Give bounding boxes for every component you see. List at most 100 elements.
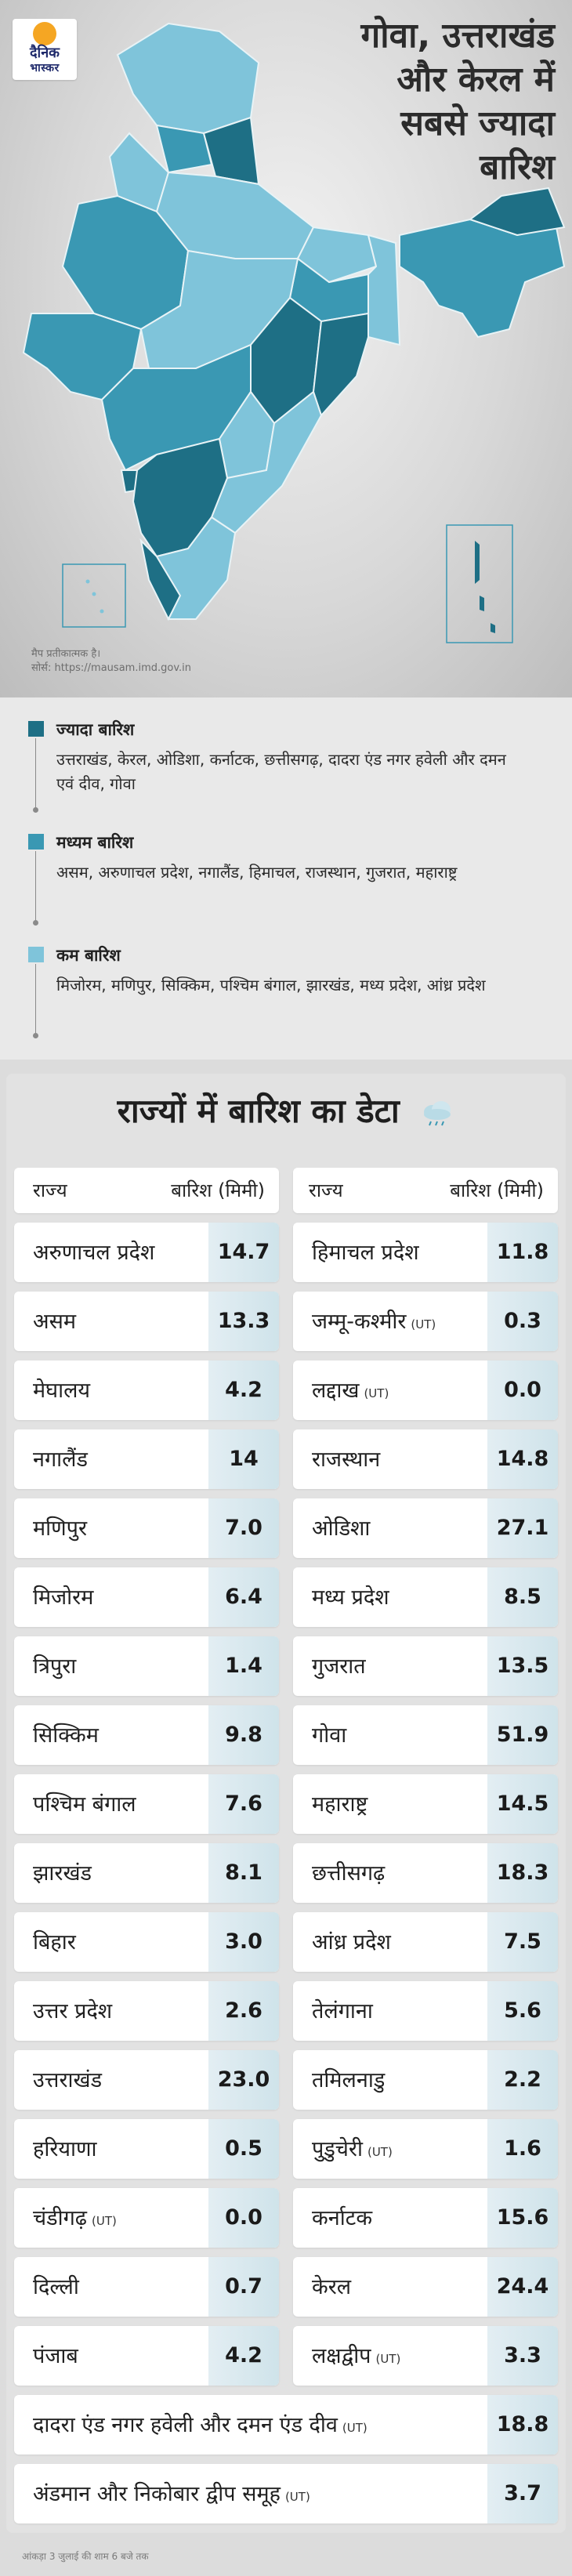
state-name-text: चंडीगढ़ — [33, 2206, 87, 2230]
map-region-bihar — [296, 226, 378, 284]
state-name: लद्दाख (UT) — [312, 1378, 389, 1407]
map-inset-andaman — [446, 524, 513, 643]
table-row: आंध्र प्रदेश 7.5 — [293, 1912, 558, 1972]
state-name: गोवा — [312, 1723, 346, 1749]
rainfall-value: 9.8 — [208, 1705, 279, 1765]
state-name: बिहार — [33, 1929, 76, 1956]
rainfall-value: 7.0 — [208, 1498, 279, 1558]
rainfall-value: 0.7 — [208, 2257, 279, 2317]
state-name-text: महाराष्ट्र — [312, 1792, 368, 1817]
state-name-text: उत्तराखंड — [33, 2068, 103, 2092]
state-name: मणिपुर — [33, 1516, 87, 1542]
table-row: पश्चिम बंगाल 7.6 — [14, 1774, 279, 1834]
map-note: मैप प्रतीकात्मक है। सोर्स: https://mausa… — [31, 647, 191, 676]
map-region-arunachal — [468, 187, 566, 237]
state-name: अंडमान और निकोबार द्वीप समूह (UT) — [33, 2481, 310, 2510]
state-name: चंडीगढ़ (UT) — [33, 2205, 117, 2234]
table-row: हरियाणा 0.5 — [14, 2119, 279, 2179]
state-name: पुडुचेरी (UT) — [312, 2136, 393, 2165]
state-name-text: मध्य प्रदेश — [312, 1585, 389, 1610]
ut-tag: (UT) — [92, 2214, 117, 2228]
state-name-text: पुडुचेरी — [312, 2137, 363, 2161]
state-name-text: गोवा — [312, 1723, 347, 1748]
table-row: हिमाचल प्रदेश 11.8 — [293, 1223, 558, 1282]
state-name: उत्तर प्रदेश — [33, 1998, 112, 2025]
state-name: नगालैंड — [33, 1447, 88, 1473]
state-name: केरल — [312, 2274, 351, 2301]
state-name: हरियाणा — [33, 2136, 97, 2163]
rainfall-value: 14 — [208, 1429, 279, 1489]
map-source: सोर्स: https://mausam.imd.gov.in — [31, 662, 191, 674]
rainfall-value: 13.5 — [487, 1636, 558, 1696]
map-region-tamilnadu — [155, 516, 237, 620]
table-row: नगालैंड 14 — [14, 1429, 279, 1489]
rainfall-value: 3.3 — [487, 2326, 558, 2386]
ut-tag: (UT) — [367, 2145, 393, 2159]
map-region-northeast — [399, 218, 566, 339]
state-name: गुजरात — [312, 1654, 366, 1680]
state-name: असम — [33, 1309, 76, 1335]
rain-cloud-icon — [424, 1100, 451, 1125]
state-name-text: पश्चिम बंगाल — [33, 1792, 136, 1817]
table-row: राजस्थान 14.8 — [293, 1429, 558, 1489]
rainfall-value: 0.5 — [208, 2119, 279, 2179]
state-name: अरुणाचल प्रदेश — [33, 1240, 154, 1266]
ut-tag: (UT) — [284, 2490, 310, 2504]
table-row: जम्मू-कश्मीर (UT) 0.3 — [293, 1292, 558, 1351]
table-row: ओडिशा 27.1 — [293, 1498, 558, 1558]
state-name: त्रिपुरा — [33, 1654, 76, 1680]
rainfall-value: 24.4 — [487, 2257, 558, 2317]
rainfall-value: 13.3 — [208, 1292, 279, 1351]
state-name: जम्मू-कश्मीर (UT) — [312, 1309, 436, 1338]
state-name-text: राजस्थान — [312, 1447, 381, 1472]
state-name: उत्तराखंड — [33, 2067, 102, 2094]
state-name: पंजाब — [33, 2343, 78, 2370]
state-name: सिक्किम — [33, 1723, 99, 1749]
state-name: दादरा एंड नगर हवेली और दमन एंड दीव (UT) — [33, 2412, 367, 2441]
rainfall-value: 14.7 — [208, 1223, 279, 1282]
india-rainfall-map — [22, 22, 566, 643]
table-row: लक्षद्वीप (UT) 3.3 — [293, 2326, 558, 2386]
table-row: उत्तराखंड 23.0 — [14, 2050, 279, 2110]
table-row: मिजोरम 6.4 — [14, 1567, 279, 1627]
state-name-text: अरुणाचल प्रदेश — [33, 1241, 155, 1265]
state-name: तेलंगाना — [312, 1998, 373, 2025]
state-name: ओडिशा — [312, 1516, 370, 1542]
state-name: मेघालय — [33, 1378, 90, 1404]
state-name-text: बिहार — [33, 1930, 76, 1955]
table-row: पंजाब 4.2 — [14, 2326, 279, 2386]
table-row: महाराष्ट्र 14.5 — [293, 1774, 558, 1834]
legend-states: मिजोरम, मणिपुर, सिक्किम, पश्चिम बंगाल, झ… — [56, 976, 486, 995]
rainfall-value: 11.8 — [487, 1223, 558, 1282]
rainfall-value: 15.6 — [487, 2188, 558, 2248]
footer-note: आंकड़ा 3 जुलाई की शाम 6 बजे तक — [22, 2551, 149, 2562]
rainfall-value: 23.0 — [208, 2050, 279, 2110]
rainfall-value: 14.5 — [487, 1774, 558, 1834]
state-name-text: दादरा एंड नगर हवेली और दमन एंड दीव — [33, 2413, 338, 2437]
state-name-text: हिमाचल प्रदेश — [312, 1241, 419, 1265]
table-row: मणिपुर 7.0 — [14, 1498, 279, 1558]
state-name-text: असम — [33, 1310, 77, 1334]
state-name-text: लक्षद्वीप — [312, 2344, 371, 2368]
table-row: बिहार 3.0 — [14, 1912, 279, 1972]
table-row: उत्तर प्रदेश 2.6 — [14, 1981, 279, 2041]
table-row: तमिलनाडु 2.2 — [293, 2050, 558, 2110]
state-name-text: केरल — [312, 2275, 352, 2299]
legend-label: ज्यादा बारिश — [56, 720, 135, 739]
state-name-text: कर्नाटक — [312, 2206, 373, 2230]
column-header-left: राज्य बारिश (मिमी) — [14, 1168, 279, 1213]
map-inset-lakshadweep — [62, 563, 126, 628]
header-rain: बारिश (मिमी) — [171, 1179, 265, 1201]
ut-tag: (UT) — [342, 2421, 367, 2435]
rainfall-value: 0.3 — [487, 1292, 558, 1351]
state-name-text: पंजाब — [33, 2344, 78, 2368]
rainfall-value: 27.1 — [487, 1498, 558, 1558]
state-name-text: उत्तर प्रदेश — [33, 1999, 113, 2023]
legend-states: असम, अरुणाचल प्रदेश, नगालैंड, हिमाचल, रा… — [56, 863, 458, 882]
legend-swatch — [28, 834, 44, 850]
state-name: हिमाचल प्रदेश — [312, 1240, 419, 1266]
table-title: राज्यों में बारिश का डेटा — [0, 1089, 572, 1133]
state-name: राजस्थान — [312, 1447, 380, 1473]
state-name-text: लद्दाख — [312, 1379, 360, 1403]
table-row: असम 13.3 — [14, 1292, 279, 1351]
